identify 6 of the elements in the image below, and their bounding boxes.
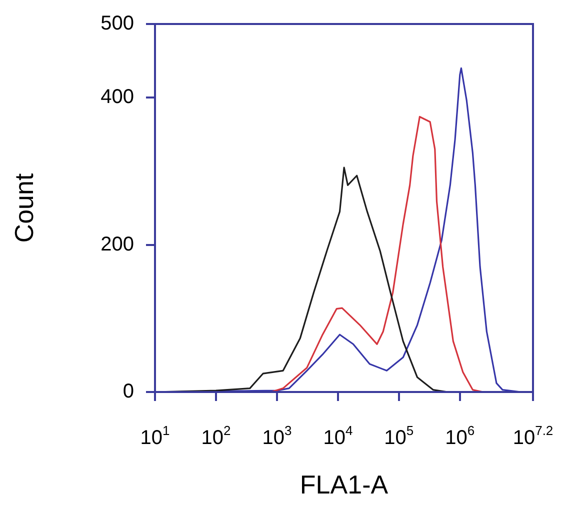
y-tick-label: 200 — [100, 233, 134, 256]
y-tick-label: 400 — [100, 86, 134, 108]
y-tick-label: 500 — [100, 12, 134, 35]
y-tick-label: 0 — [122, 380, 134, 403]
y-axis-title: Count — [8, 172, 39, 243]
x-axis-title: FLA1-A — [300, 470, 389, 500]
